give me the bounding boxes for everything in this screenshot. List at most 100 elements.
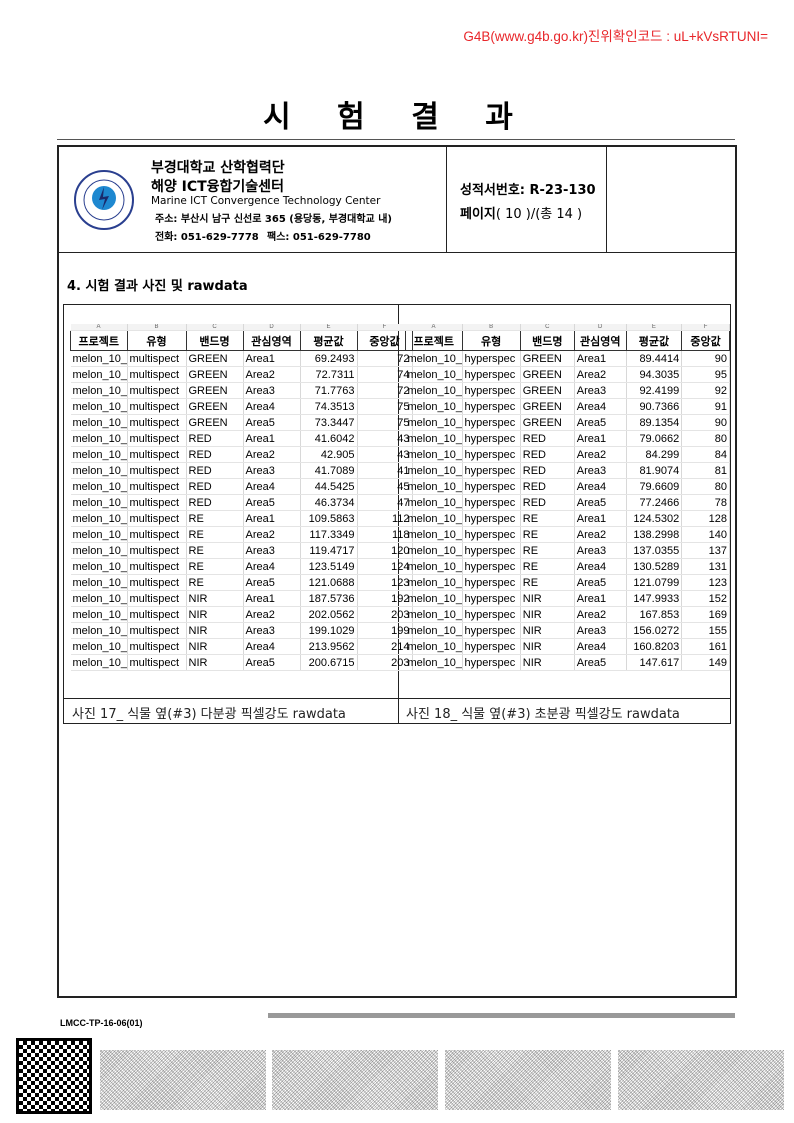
security-pattern bbox=[445, 1050, 611, 1110]
table-cell: hyperspec bbox=[462, 414, 521, 431]
table-cell: Area1 bbox=[574, 350, 627, 367]
table-cell: multispect bbox=[127, 542, 187, 559]
table-cell: 203 bbox=[357, 654, 413, 671]
table-cell: GREEN bbox=[520, 414, 575, 431]
table-cell: melon_10_ bbox=[405, 590, 463, 607]
table-cell: 131 bbox=[681, 558, 730, 575]
table-cell: hyperspec bbox=[462, 606, 521, 623]
table-cell: 47 bbox=[357, 494, 413, 511]
table-cell: 214 bbox=[357, 638, 413, 655]
table-cell: multispect bbox=[127, 414, 187, 431]
table-row: melon_10_ hyperspec NIR Area3 156.0272 155 bbox=[405, 622, 730, 639]
table-cell: RED bbox=[186, 446, 244, 463]
table-cell: melon_10_ bbox=[70, 606, 128, 623]
column-header: 밴드명 bbox=[519, 330, 575, 351]
table-cell: melon_10_ bbox=[405, 382, 463, 399]
table-row: melon_10_ multispect RE Area1 109.5863 112 bbox=[70, 510, 413, 527]
table-cell: 41.6042 bbox=[300, 430, 358, 447]
table-cell: 75 bbox=[357, 414, 413, 431]
table-cell: melon_10_ bbox=[70, 446, 128, 463]
table-cell: melon_10_ bbox=[405, 366, 463, 383]
table-row: melon_10_ hyperspec GREEN Area5 89.1354 90 bbox=[405, 414, 730, 431]
table-cell: 199.1029 bbox=[300, 622, 358, 639]
table-cell: 72 bbox=[357, 350, 413, 367]
table-cell: 95 bbox=[681, 366, 730, 383]
table-cell: hyperspec bbox=[462, 526, 521, 543]
table-cell: GREEN bbox=[520, 398, 575, 415]
table-cell: NIR bbox=[186, 590, 244, 607]
table-row: melon_10_ hyperspec RE Area5 121.0799 123 bbox=[405, 574, 730, 591]
security-pattern bbox=[272, 1050, 438, 1110]
table-cell: Area3 bbox=[574, 622, 627, 639]
table-cell: Area2 bbox=[243, 446, 301, 463]
table-cell: 84.299 bbox=[626, 446, 683, 463]
table-cell: 80 bbox=[681, 478, 730, 495]
table-cell: 90 bbox=[681, 350, 730, 367]
table-cell: melon_10_ bbox=[405, 494, 463, 511]
table-cell: Area3 bbox=[243, 382, 301, 399]
qr-code bbox=[16, 1038, 92, 1114]
column-header: 중앙값 bbox=[356, 330, 413, 351]
table-cell: Area5 bbox=[574, 414, 627, 431]
table-cell: hyperspec bbox=[462, 574, 521, 591]
table-cell: 109.5863 bbox=[300, 510, 358, 527]
table-cell: 161 bbox=[681, 638, 730, 655]
fax: 팩스: 051-629-7780 bbox=[267, 232, 371, 243]
table-row: melon_10_ multispect GREEN Area5 73.3447 75 bbox=[70, 414, 413, 431]
table-cell: melon_10_ bbox=[405, 638, 463, 655]
table-cell: RED bbox=[186, 430, 244, 447]
table-cell: 213.9562 bbox=[300, 638, 358, 655]
table-cell: Area3 bbox=[574, 382, 627, 399]
table-cell: 73.3447 bbox=[300, 414, 358, 431]
table-cell: 69.2493 bbox=[300, 350, 358, 367]
table-cell: 147.617 bbox=[626, 654, 683, 671]
table-cell: melon_10_ bbox=[405, 478, 463, 495]
table-cell: Area1 bbox=[243, 590, 301, 607]
table-cell: 43 bbox=[357, 446, 413, 463]
table-cell: multispect bbox=[127, 350, 187, 367]
caption-18: 사진 18_ 식물 옆(#3) 초분광 픽셀강도 rawdata bbox=[406, 707, 680, 722]
table-cell: 123.5149 bbox=[300, 558, 358, 575]
table-cell: RE bbox=[186, 558, 244, 575]
table-cell: hyperspec bbox=[462, 510, 521, 527]
table-row: melon_10_ hyperspec NIR Area1 147.9933 152 bbox=[405, 590, 730, 607]
table-cell: 121.0688 bbox=[300, 574, 358, 591]
table-cell: 137.0355 bbox=[626, 542, 683, 559]
table-cell: RED bbox=[520, 494, 575, 511]
table-row: melon_10_ hyperspec RED Area4 79.6609 80 bbox=[405, 478, 730, 495]
table-row: melon_10_ hyperspec RE Area2 138.2998 140 bbox=[405, 526, 730, 543]
table-cell: GREEN bbox=[186, 398, 244, 415]
table-cell: 71.7763 bbox=[300, 382, 358, 399]
table-cell: 192 bbox=[357, 590, 413, 607]
table-cell: hyperspec bbox=[462, 654, 521, 671]
table-row: melon_10_ multispect NIR Area3 199.1029 199 bbox=[70, 622, 413, 639]
table-row: melon_10_ hyperspec RED Area2 84.299 84 bbox=[405, 446, 730, 463]
column-header: 관심영역 bbox=[573, 330, 627, 351]
table-cell: multispect bbox=[127, 446, 187, 463]
security-pattern bbox=[100, 1050, 266, 1110]
photo-table: A B C D E F 프로젝트 유형 밴드명 관심영역 평균값 중앙값 melon_10_ multis… bbox=[63, 304, 731, 724]
table-cell: melon_10_ bbox=[70, 350, 128, 367]
table-cell: 120 bbox=[357, 542, 413, 559]
table-cell: 203 bbox=[357, 606, 413, 623]
column-header: 프로젝트 bbox=[70, 330, 128, 351]
table-cell: Area4 bbox=[243, 558, 301, 575]
table-cell: Area2 bbox=[574, 366, 627, 383]
table-cell: multispect bbox=[127, 558, 187, 575]
table-cell: 119.4717 bbox=[300, 542, 358, 559]
table-cell: RED bbox=[520, 446, 575, 463]
table-cell: 140 bbox=[681, 526, 730, 543]
table-cell: 152 bbox=[681, 590, 730, 607]
table-cell: 118 bbox=[357, 526, 413, 543]
table-cell: Area3 bbox=[574, 462, 627, 479]
table-row: melon_10_ multispect RE Area2 117.3349 118 bbox=[70, 526, 413, 543]
table-cell: melon_10_ bbox=[405, 350, 463, 367]
column-header: 밴드명 bbox=[185, 330, 244, 351]
table-cell: 117.3349 bbox=[300, 526, 358, 543]
table-cell: 160.8203 bbox=[626, 638, 683, 655]
table-cell: melon_10_ bbox=[405, 510, 463, 527]
table-row: melon_10_ multispect RED Area4 44.5425 45 bbox=[70, 478, 413, 495]
table-cell: 90 bbox=[681, 414, 730, 431]
table-cell: Area3 bbox=[243, 462, 301, 479]
table-cell: GREEN bbox=[520, 366, 575, 383]
